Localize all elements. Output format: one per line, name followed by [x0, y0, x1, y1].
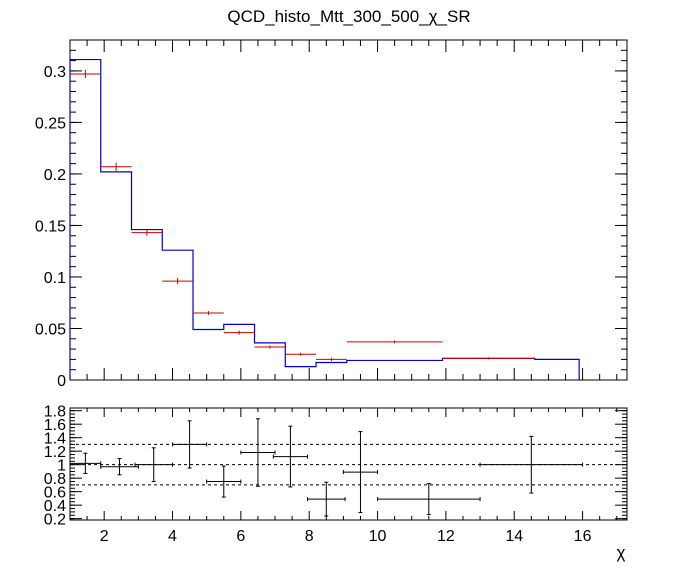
ratio-y-tick-label: 0.6	[44, 485, 66, 502]
ratio-point	[240, 418, 276, 487]
data-point	[70, 69, 101, 79]
x-tick-label: 4	[168, 528, 177, 545]
ratio-y-tick-label: 1.8	[44, 404, 66, 421]
main-plot-frame	[69, 39, 628, 381]
data-point	[442, 357, 535, 360]
chart-title: QCD_histo_Mtt_300_500_χ_SR	[227, 7, 470, 26]
main-y-tick-label: 0.3	[44, 64, 66, 81]
data-point	[162, 278, 194, 285]
main-y-tick-label: 0.1	[44, 270, 66, 287]
main-y-tick-label: 0.25	[35, 115, 66, 132]
x-tick-label: 6	[236, 528, 245, 545]
data-point	[254, 345, 286, 349]
data-point	[193, 310, 224, 316]
ratio-point	[342, 431, 379, 514]
main-y-tick-label: 0.2	[44, 167, 66, 184]
ratio-y-tick-label: 1	[57, 458, 66, 475]
x-tick-label: 12	[437, 528, 455, 545]
data-point	[346, 340, 443, 344]
main-y-tick-label: 0.05	[35, 321, 66, 338]
data-point	[285, 352, 317, 356]
x-tick-label: 2	[100, 528, 109, 545]
ratio-point	[172, 420, 208, 469]
x-tick-label: 14	[505, 528, 523, 545]
ratio-y-tick-label: 1.6	[44, 417, 66, 434]
data-point	[223, 330, 255, 335]
ratio-y-tick-label: 1.4	[44, 431, 66, 448]
ratio-y-tick-label: 1.2	[44, 444, 66, 461]
data-point	[100, 162, 132, 171]
ratio-point	[306, 481, 346, 517]
main-y-tick-label: 0.15	[35, 218, 66, 235]
ratio-y-tick-label: 0.2	[44, 512, 66, 529]
ratio-point	[206, 465, 242, 498]
ratio-y-tick-label: 0.8	[44, 471, 66, 488]
x-tick-label: 8	[305, 528, 314, 545]
ratio-y-tick-label: 0.4	[44, 498, 66, 515]
ratio-point	[69, 452, 102, 474]
ratio-point	[479, 435, 584, 494]
ratio-point	[377, 483, 481, 516]
x-tick-label: 10	[369, 528, 387, 545]
ratio-point	[100, 458, 139, 476]
x-tick-label: 16	[574, 528, 592, 545]
x-axis-label: χ	[617, 543, 626, 562]
ratio-point	[134, 447, 174, 483]
ratio-panel: 2 4 6 8 10 12 14 16 0.20.40.60.811.21.41.61.8	[44, 404, 627, 545]
data-point	[131, 229, 163, 236]
data-point	[316, 357, 347, 361]
main-panel: 0 0.05 0.1 0.15 0.2 0.25 0.3	[35, 39, 627, 390]
main-y-tick-label: 0	[57, 373, 66, 390]
histogram-series	[69, 58, 580, 380]
ratio-point	[272, 425, 308, 488]
